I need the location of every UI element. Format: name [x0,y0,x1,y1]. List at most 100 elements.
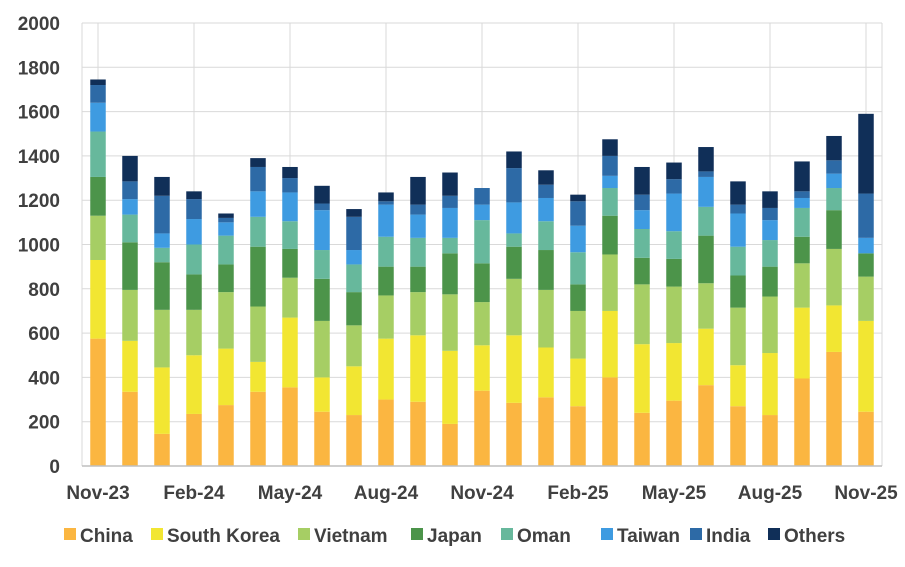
bar-india-jul-24 [346,216,362,251]
bar-south-korea-may-24 [282,317,298,388]
bar-oman-feb-24 [186,244,202,275]
bar-china-nov-23 [90,338,106,466]
bar-taiwan-dec-24 [506,202,522,234]
bar-japan-jun-24 [314,278,330,321]
bar-vietnam-may-24 [282,277,298,318]
bar-china-oct-24 [442,423,458,466]
bar-china-feb-24 [186,413,202,466]
bar-others-may-25 [666,162,682,180]
bar-vietnam-apr-25 [634,284,650,345]
y-tick-label: 0 [49,457,60,478]
bar-india-mar-25 [602,155,618,176]
bar-vietnam-jun-24 [314,320,330,378]
bar-oman-jul-25 [730,246,746,276]
bar-china-jun-25 [698,385,714,466]
bar-taiwan-jun-24 [314,210,330,251]
x-tick-label: Aug-25 [738,483,803,504]
bar-oman-may-25 [666,231,682,259]
bar-china-oct-25 [826,351,842,466]
legend-label-japan: Japan [427,526,482,547]
bar-south-korea-sep-25 [794,307,810,379]
bar-japan-oct-24 [442,253,458,295]
bar-india-feb-25 [570,201,586,226]
bar-india-aug-24 [378,201,394,205]
bar-india-jan-25 [538,184,554,198]
bar-others-aug-24 [378,192,394,202]
y-tick-label: 1400 [18,147,60,168]
bar-others-sep-24 [410,176,426,205]
bar-south-korea-apr-24 [250,361,266,392]
bar-taiwan-jan-24 [154,233,170,248]
bar-taiwan-may-24 [282,192,298,222]
bar-india-oct-25 [826,160,842,174]
bar-oman-oct-24 [442,237,458,254]
legend-swatch-vietnam [298,528,310,540]
bar-china-jan-24 [154,433,170,466]
bar-india-jun-24 [314,203,330,211]
bar-china-feb-25 [570,406,586,466]
bar-china-sep-25 [794,378,810,466]
bar-china-jul-25 [730,406,746,466]
bar-taiwan-feb-24 [186,219,202,245]
bar-taiwan-sep-25 [794,197,810,208]
bar-india-nov-25 [858,193,874,238]
x-tick-label: Nov-24 [450,483,514,504]
bar-oman-may-24 [282,221,298,249]
bar-japan-dec-23 [122,242,138,290]
bar-vietnam-feb-25 [570,310,586,359]
bar-japan-aug-24 [378,266,394,296]
bar-vietnam-aug-24 [378,295,394,339]
x-tick-label: Feb-24 [163,483,225,504]
bar-vietnam-jan-24 [154,309,170,368]
bar-others-jul-25 [730,181,746,205]
bar-oman-jun-25 [698,206,714,236]
bar-oman-jan-24 [154,247,170,263]
bar-china-dec-23 [122,391,138,466]
bar-south-korea-jul-24 [346,366,362,416]
bar-south-korea-jun-25 [698,328,714,386]
bar-taiwan-jan-25 [538,197,554,222]
bar-south-korea-feb-25 [570,358,586,407]
y-tick-label: 200 [28,413,60,434]
bar-south-korea-dec-23 [122,340,138,392]
bar-taiwan-mar-24 [218,222,234,236]
bar-vietnam-apr-24 [250,306,266,362]
bar-oman-apr-24 [250,216,266,247]
bar-oman-feb-25 [570,252,586,285]
x-tick-label: May-24 [258,483,323,504]
bar-india-jul-25 [730,204,746,214]
bar-south-korea-apr-25 [634,344,650,413]
bar-taiwan-jul-24 [346,250,362,265]
bar-taiwan-nov-24 [474,204,490,221]
bar-japan-nov-23 [90,176,106,216]
bar-oman-aug-24 [378,236,394,267]
legend-swatch-japan [411,528,423,540]
bar-south-korea-dec-24 [506,335,522,403]
bar-oman-nov-24 [474,220,490,264]
bar-south-korea-oct-24 [442,350,458,424]
y-tick-label: 1000 [18,236,60,257]
bar-japan-apr-24 [250,246,266,307]
y-tick-label: 1600 [18,103,60,124]
bar-india-nov-24 [474,188,490,205]
bar-others-oct-25 [826,135,842,161]
bar-oman-dec-24 [506,233,522,247]
bar-china-aug-25 [762,415,778,466]
bar-vietnam-jun-25 [698,283,714,329]
legend-label-others: Others [784,526,845,547]
bar-taiwan-oct-24 [442,207,458,238]
y-tick-label: 1800 [18,58,60,79]
bar-vietnam-nov-23 [90,215,106,261]
bar-taiwan-apr-24 [250,191,266,217]
bar-oman-jan-25 [538,221,554,251]
bar-japan-aug-25 [762,266,778,297]
bar-vietnam-jul-24 [346,325,362,367]
bar-india-jun-25 [698,171,714,177]
bar-oman-sep-24 [410,237,426,267]
x-tick-label: Aug-24 [354,483,419,504]
legend-label-south-korea: South Korea [167,526,280,547]
legend: China South Korea Vietnam Japan Oman Taiwan In… [64,526,845,547]
bar-others-nov-23 [90,79,106,86]
bar-india-feb-24 [186,199,202,220]
bar-south-korea-mar-24 [218,348,234,406]
